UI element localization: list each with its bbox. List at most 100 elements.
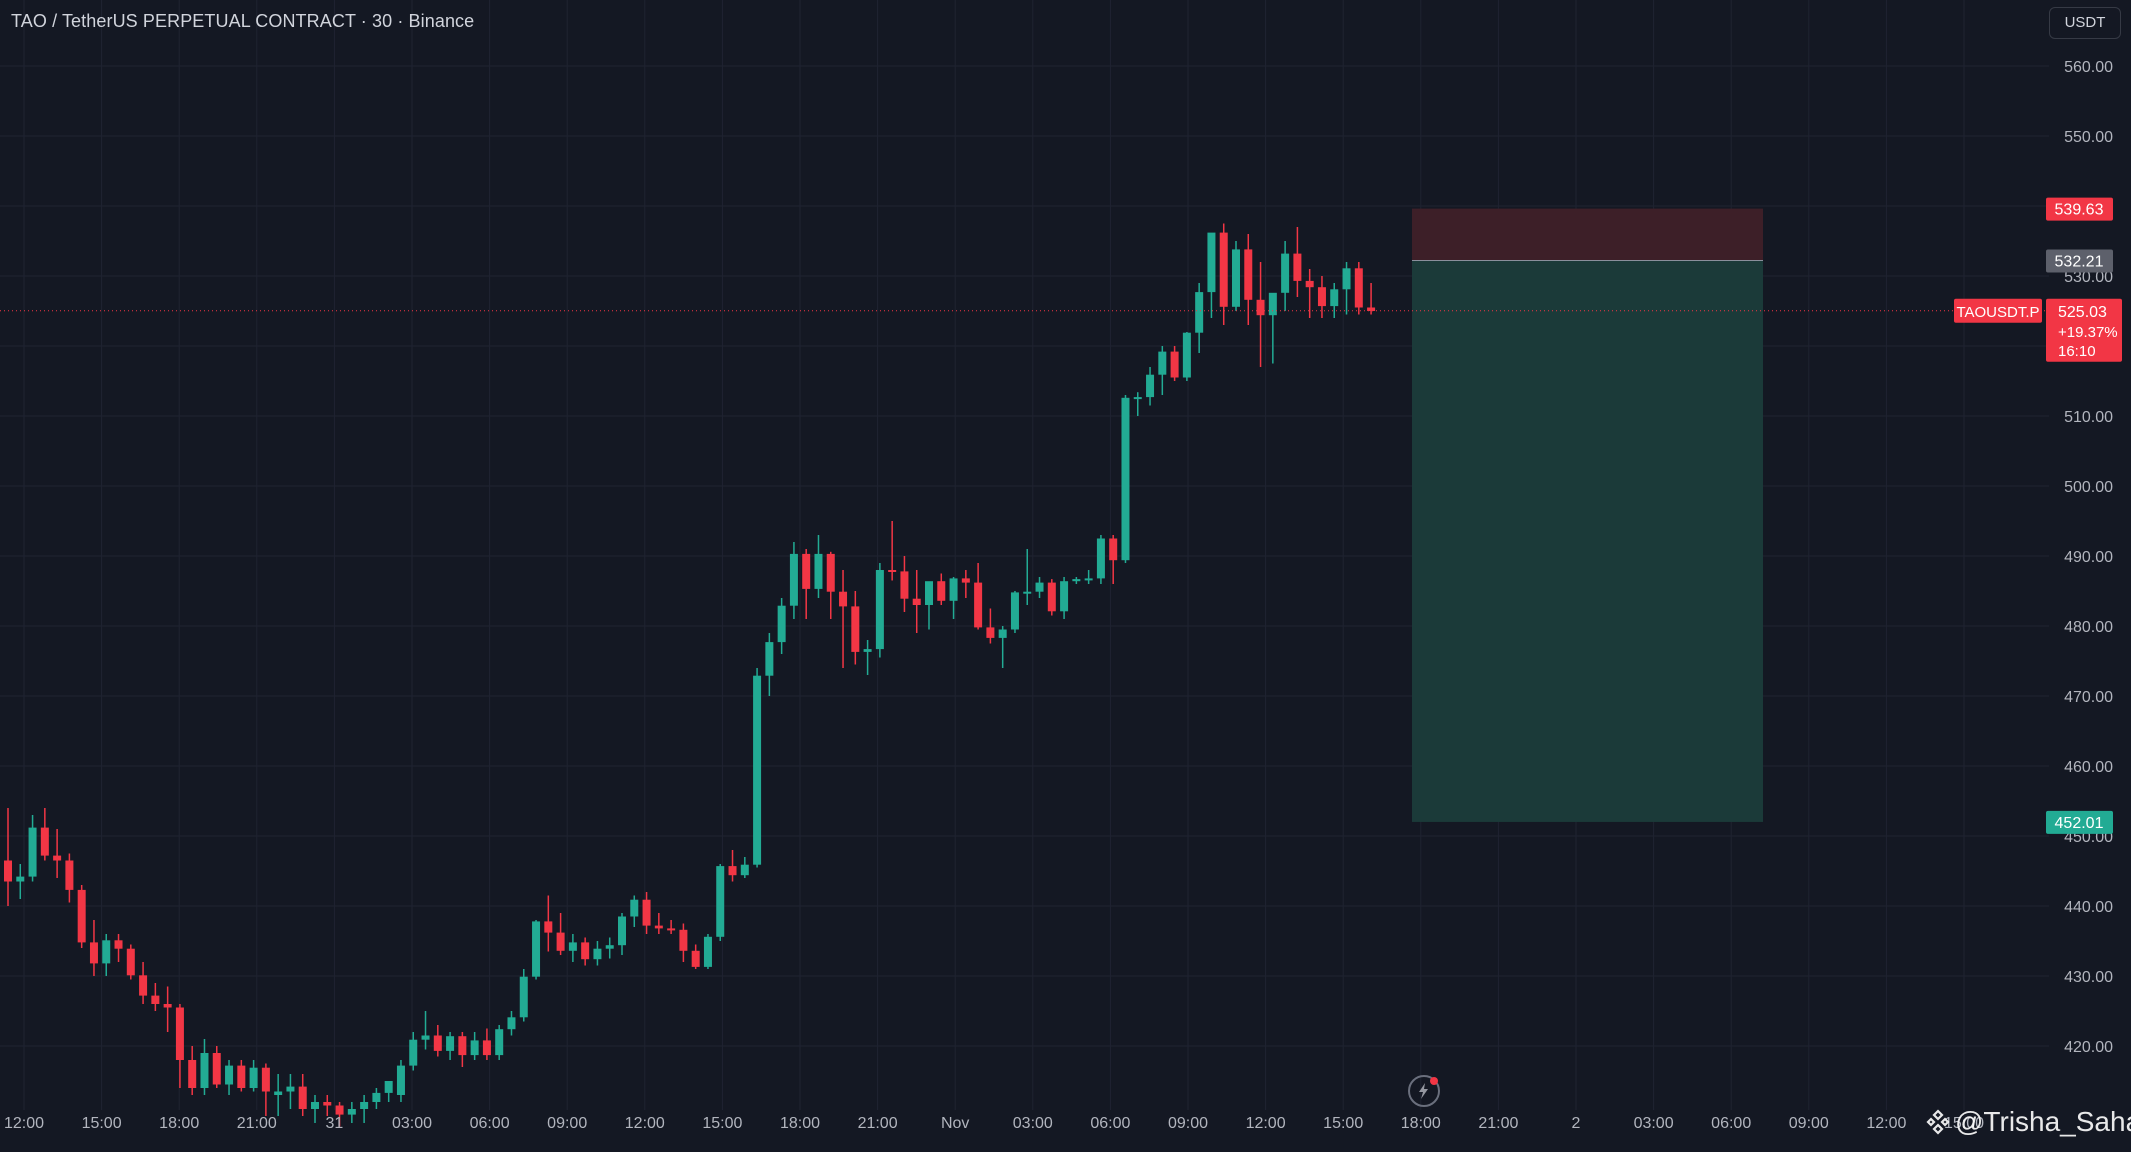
candle-body xyxy=(175,1007,184,1060)
candle-body xyxy=(1096,538,1105,579)
candle xyxy=(1317,276,1326,318)
candle xyxy=(89,920,98,976)
target-price-tag-bg xyxy=(2046,810,2113,834)
candle-body xyxy=(200,1053,209,1088)
candle xyxy=(1232,241,1240,311)
candle xyxy=(1207,232,1216,318)
entry-price-tag-text: 532.21 xyxy=(2055,254,2104,271)
candle-body xyxy=(1354,268,1363,308)
candle-body xyxy=(986,627,995,638)
time-tick-label: 03:00 xyxy=(1013,1115,1053,1132)
price-tick-label: 490.00 xyxy=(2064,549,2113,566)
time-axis[interactable]: 12:00 15:00 18:00 21:00 31 03:00 06:00 09:00 12:… xyxy=(4,1115,1984,1132)
candle-body xyxy=(1047,582,1056,612)
candle-body xyxy=(482,1040,491,1056)
candle-body xyxy=(974,582,983,628)
time-tick-label: 03:00 xyxy=(1634,1115,1674,1132)
time-tick-label: 06:00 xyxy=(1711,1115,1751,1132)
candle-body xyxy=(802,553,811,589)
candle xyxy=(274,1074,283,1116)
candle-body xyxy=(1256,299,1265,316)
candle-body xyxy=(765,642,774,676)
target-price-tag: 452.01 xyxy=(2046,810,2113,834)
candle-body xyxy=(912,598,921,605)
candle-body xyxy=(53,855,62,861)
candle xyxy=(1244,234,1253,325)
candle xyxy=(618,913,626,955)
candle xyxy=(396,1060,405,1102)
time-tick-label: 09:00 xyxy=(547,1115,587,1132)
candle-body xyxy=(532,921,541,977)
candle xyxy=(1268,292,1277,364)
candle-body xyxy=(1060,581,1069,612)
candle-body xyxy=(875,570,884,650)
candle-body xyxy=(65,860,74,890)
candle-body xyxy=(1330,289,1339,307)
candle-body xyxy=(544,921,553,933)
candle-body xyxy=(311,1102,319,1109)
candle xyxy=(667,920,676,934)
candle-body xyxy=(1281,253,1290,293)
candle-body xyxy=(188,1060,197,1088)
candle-body xyxy=(814,553,823,589)
candle xyxy=(4,808,12,906)
candle xyxy=(912,570,921,633)
countdown-text: 16:10 xyxy=(2058,343,2096,360)
candle xyxy=(1096,535,1105,584)
candle-body xyxy=(16,876,25,882)
candle xyxy=(77,885,86,948)
candle-body xyxy=(1342,268,1351,290)
time-tick-label: 03:00 xyxy=(392,1115,432,1132)
time-tick-label: 12:00 xyxy=(1866,1115,1906,1132)
candle-body xyxy=(126,948,135,976)
candle-body xyxy=(519,976,528,1018)
target-price-tag-text: 452.01 xyxy=(2055,815,2104,832)
time-tick-label: 18:00 xyxy=(780,1115,820,1132)
price-tick-label: 560.00 xyxy=(2064,59,2113,76)
candle-body xyxy=(826,553,835,592)
candle xyxy=(1305,269,1314,318)
candle xyxy=(495,1025,504,1060)
candle xyxy=(458,1032,467,1067)
candle xyxy=(421,1011,430,1050)
candle xyxy=(102,934,111,976)
candle-body xyxy=(458,1036,467,1056)
candle xyxy=(875,563,884,658)
candle xyxy=(937,573,946,605)
price-tick-label: 420.00 xyxy=(2064,1039,2113,1056)
time-tick-label: 12:00 xyxy=(625,1115,665,1132)
candle xyxy=(1182,332,1191,381)
candle-body xyxy=(1133,397,1142,400)
time-tick-label: 15:00 xyxy=(82,1115,122,1132)
candle-body xyxy=(900,571,909,599)
binance-logo-icon xyxy=(1926,1109,1950,1135)
candle xyxy=(703,934,712,969)
long-position-tool[interactable] xyxy=(1412,208,1763,822)
candle xyxy=(139,962,148,1004)
symbol-title[interactable]: TAO / TetherUS PERPETUAL CONTRACT · 30 ·… xyxy=(11,11,475,31)
candle xyxy=(409,1032,418,1071)
candle xyxy=(163,986,172,1032)
currency-button[interactable]: USDT xyxy=(2049,7,2121,39)
candle-body xyxy=(851,606,860,652)
candle-body xyxy=(961,578,970,583)
candle xyxy=(28,815,37,882)
time-tick-label: 18:00 xyxy=(159,1115,199,1132)
replay-button[interactable] xyxy=(1408,1075,1440,1107)
candle xyxy=(1047,579,1056,616)
candle-body xyxy=(691,950,700,967)
price-tags: 539.63 532.21 452.01 TAOUSDT.P 525.03 +19.37%… xyxy=(1954,197,2122,834)
time-tick-label: 21:00 xyxy=(237,1115,277,1132)
candle-body xyxy=(556,932,565,951)
candle-body xyxy=(1268,292,1277,316)
candle-body xyxy=(1158,351,1167,375)
candle-body xyxy=(1244,249,1253,300)
time-tick-label: 06:00 xyxy=(470,1115,510,1132)
candle-body xyxy=(618,916,626,946)
time-tick-label: 15:00 xyxy=(702,1115,742,1132)
candle xyxy=(1293,227,1302,297)
candle xyxy=(802,549,811,619)
time-tick-label: 12:00 xyxy=(4,1115,44,1132)
